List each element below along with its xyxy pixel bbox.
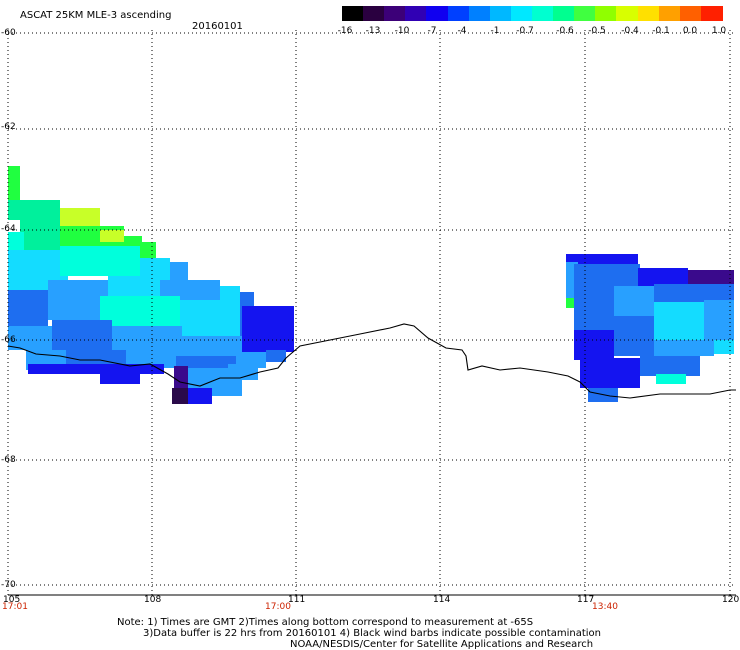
time-label-2: 17:00 <box>265 602 291 612</box>
left-swath-cell <box>170 262 188 282</box>
left-swath-cell <box>48 280 108 320</box>
note-line-2: 3)Data buffer is 22 hrs from 20160101 4)… <box>143 628 601 639</box>
colorbar-swatch <box>616 6 639 21</box>
left-swath-cell <box>182 336 242 356</box>
lon-label-114: 114 <box>433 595 451 605</box>
map-title: ASCAT 25KM MLE-3 ascending <box>20 10 172 21</box>
left-swath-cell <box>8 200 60 220</box>
colorbar-label: -0.6 <box>556 26 574 36</box>
left-swath-cell <box>176 356 236 370</box>
lat-label-70: -70 <box>1 580 16 590</box>
right-swath-cell <box>656 374 686 384</box>
map-date: 20160101 <box>192 21 243 32</box>
lat-label-64: -64 <box>1 224 16 234</box>
colorbar-swatch <box>489 6 512 21</box>
left-swath-cell <box>160 280 220 300</box>
lon-label-111: 111 <box>288 595 306 605</box>
right-swath-cell <box>714 340 734 354</box>
lat-label-60: -60 <box>1 28 16 38</box>
colorbar-label: -0.7 <box>516 26 534 36</box>
left-swath-cell <box>212 388 242 396</box>
colorbar-swatch <box>679 6 702 21</box>
left-swath-cell <box>180 300 240 336</box>
colorbar-label: -0.1 <box>652 26 670 36</box>
right-swath-cell <box>654 302 704 342</box>
left-swath-cell <box>98 364 164 374</box>
colorbar-swatch <box>342 6 364 21</box>
note-line-1: Note: 1) Times are GMT 2)Times along bot… <box>117 617 534 628</box>
colorbar-swatch <box>468 6 491 21</box>
left-swath-cell <box>100 230 124 242</box>
left-swath-cell <box>100 296 180 326</box>
right-swath-cell <box>574 330 614 360</box>
left-swath-cell <box>266 350 286 362</box>
left-swath-cell <box>52 320 112 350</box>
colorbar-label: -0.4 <box>621 26 639 36</box>
time-label-1: 17:01 <box>2 602 28 612</box>
colorbar-swatch <box>658 6 681 21</box>
right-swath-cell <box>704 300 734 340</box>
left-swath-cell <box>8 166 20 202</box>
colorbar-swatch <box>510 6 533 21</box>
left-swath-cell <box>100 374 140 384</box>
colorbar-label: -1 <box>490 26 500 36</box>
left-swath-cell <box>188 388 212 404</box>
right-swath-cell <box>566 254 638 264</box>
colorbar-label: -4 <box>457 26 467 36</box>
time-label-3: 13:40 <box>592 602 618 612</box>
right-swath-cell <box>566 298 574 308</box>
colorbar-swatch <box>637 6 660 21</box>
right-swath-cell <box>574 290 614 330</box>
right-swath-cell <box>580 358 640 388</box>
left-swath-cell <box>28 364 98 374</box>
colorbar-swatch <box>532 6 554 21</box>
right-swath-cell <box>614 286 654 316</box>
left-swath-cell <box>172 388 188 404</box>
lon-label-117: 117 <box>577 595 595 605</box>
colorbar-swatch <box>447 6 470 21</box>
colorbar-swatch <box>574 6 596 21</box>
note-line-3: NOAA/NESDIS/Center for Satellite Applica… <box>290 639 594 650</box>
left-swath-cell <box>20 220 60 250</box>
lat-label-66: -66 <box>1 335 16 345</box>
colorbar-swatch <box>405 6 428 21</box>
colorbar-label: -0.5 <box>588 26 606 36</box>
right-swath-cell <box>654 284 734 304</box>
lon-label-108: 108 <box>144 595 162 605</box>
lon-label-120: 120 <box>722 595 740 605</box>
colorbar-swatch <box>384 6 406 21</box>
left-swath-cell <box>228 364 258 380</box>
colorbar-swatch <box>595 6 618 21</box>
colorbar-label: 0.0 <box>682 26 698 36</box>
lat-label-68: -68 <box>1 455 16 465</box>
colorbar-swatch <box>553 6 575 21</box>
left-swath-cell <box>220 286 240 302</box>
left-swath-cell <box>60 246 140 276</box>
left-swath-cell <box>108 276 168 296</box>
colorbar-swatch <box>426 6 449 21</box>
colorbar-label: -13 <box>365 26 381 36</box>
left-swath-cell <box>60 208 100 226</box>
colorbar-label: 1.0 <box>711 26 727 36</box>
left-swath-cell <box>8 326 52 350</box>
right-swath-cell <box>614 316 654 356</box>
colorbar-label: -7 <box>427 26 437 36</box>
colorbar-label: -10 <box>394 26 410 36</box>
lon-label-105: 105 <box>3 595 21 605</box>
colorbar-swatch <box>363 6 385 21</box>
left-swath-cell <box>8 290 48 326</box>
left-swath-cell <box>242 306 294 352</box>
coastline <box>7 323 736 399</box>
right-swath-cell <box>654 340 714 356</box>
right-swath-cell <box>640 356 700 376</box>
colorbar-swatch <box>700 6 723 21</box>
colorbar-label: -16 <box>337 26 353 36</box>
lat-label-62: -62 <box>1 122 16 132</box>
